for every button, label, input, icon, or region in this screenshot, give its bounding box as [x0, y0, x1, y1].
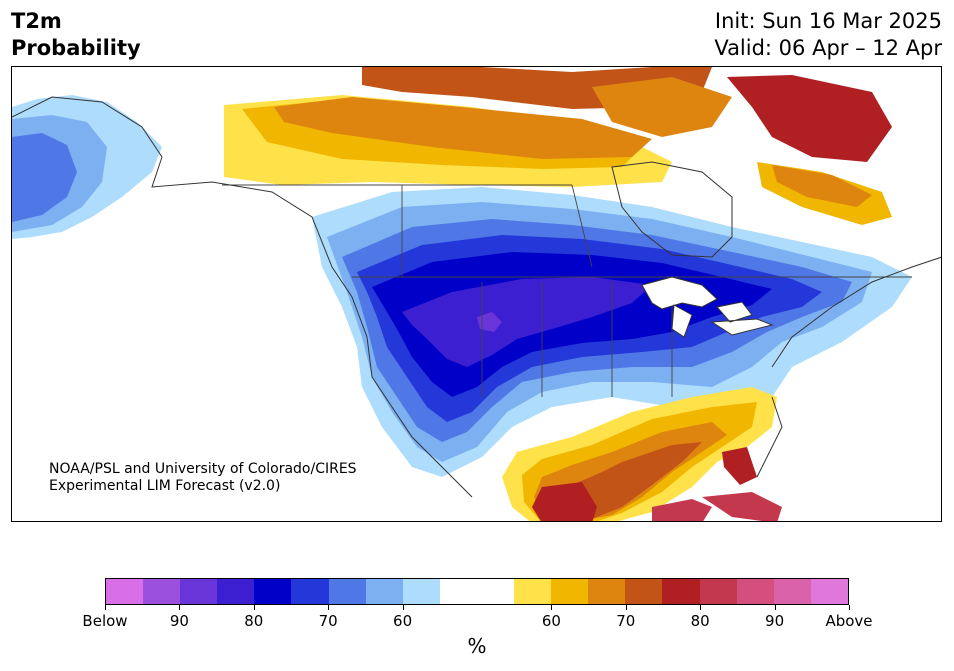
colorbar-tick-label: 70 [616, 612, 636, 630]
colorbar-swatch [402, 579, 440, 604]
colorbar-unit: % [467, 634, 487, 658]
coastline-west [12, 96, 473, 498]
colorbar-swatch [588, 579, 626, 604]
colorbar-swatch [736, 579, 774, 604]
colorbar-swatch [476, 579, 515, 604]
credit-text: NOAA/PSL and University of Colorado/CIRE… [49, 461, 357, 495]
coastline-east [756, 256, 941, 478]
colorbar-swatch [773, 579, 811, 604]
colorbar-tick-mark [179, 605, 181, 610]
colorbar-swatch [217, 579, 255, 604]
colorbar-tick-mark [253, 605, 255, 610]
colorbar-tick-label: 80 [244, 612, 264, 630]
init-date: Init: Sun 16 Mar 2025 [714, 9, 942, 33]
colorbar-swatch [699, 579, 737, 604]
colorbar [105, 578, 849, 605]
mexico-warm [532, 482, 597, 521]
credit-line-2: Experimental LIM Forecast (v2.0) [49, 478, 281, 494]
alaska-blue-3 [12, 133, 77, 222]
colorbar-swatch [328, 579, 366, 604]
colorbar-tick-label: 90 [765, 612, 785, 630]
colorbar-swatch [551, 579, 589, 604]
colorbar-swatch [810, 579, 848, 604]
colorbar-swatch [106, 579, 144, 604]
caribbean-warm [652, 499, 712, 521]
great-lakes [641, 276, 774, 338]
colorbar-tick-label: Below [82, 612, 128, 630]
labrador-warm-2 [772, 165, 872, 207]
valid-range: Valid: 06 Apr – 12 Apr [714, 36, 942, 60]
colorbar-swatch [143, 579, 181, 604]
colorbar-swatch [439, 579, 477, 604]
greenland-warm-shading [727, 75, 892, 162]
title-type: Probability [11, 36, 141, 60]
colorbar-tick-mark [774, 605, 776, 610]
cold-7 [477, 312, 502, 332]
colorbar-tick-label: 80 [690, 612, 710, 630]
colorbar-tick-mark [551, 605, 553, 610]
colorbar-swatch [625, 579, 663, 604]
colorbar-tick-label: Above [825, 612, 873, 630]
colorbar-swatch [365, 579, 403, 604]
colorbar-tick-mark [700, 605, 702, 610]
colorbar-swatch [180, 579, 218, 604]
forecast-dates: Init: Sun 16 Mar 2025 Valid: 06 Apr – 12… [714, 8, 942, 62]
colorbar-tick-mark [328, 605, 330, 610]
border-lines [222, 184, 912, 397]
colorbar-swatch [254, 579, 292, 604]
colorbar-swatch [291, 579, 329, 604]
map-title: T2m Probability [11, 8, 141, 62]
colorbar-tick-label: 70 [318, 612, 338, 630]
colorbar-swatch [662, 579, 700, 604]
canada-warm-3 [274, 97, 652, 159]
probability-map [11, 66, 942, 522]
cuba-warm [702, 492, 782, 521]
cold-6 [402, 277, 652, 367]
colorbar-tick-label: 60 [393, 612, 413, 630]
colorbar-tick-mark [402, 605, 404, 610]
title-variable: T2m [11, 9, 62, 33]
credit-line-1: NOAA/PSL and University of Colorado/CIRE… [49, 461, 357, 477]
colorbar-tick-label: 60 [541, 612, 561, 630]
hudson-bay-outline [611, 161, 733, 258]
colorbar-tick-mark [849, 605, 850, 610]
florida-warm [722, 447, 757, 485]
colorbar-tick-mark [625, 605, 627, 610]
map-svg [12, 67, 941, 521]
colorbar-tick-mark [105, 605, 106, 610]
baffin [592, 77, 732, 137]
colorbar-tick-label: 90 [169, 612, 189, 630]
colorbar-swatch [514, 579, 552, 604]
